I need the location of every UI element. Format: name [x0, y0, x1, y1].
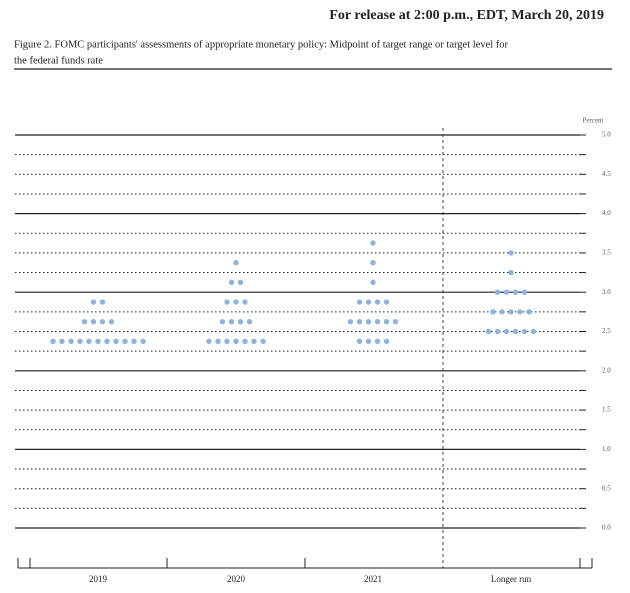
dot [86, 338, 92, 345]
dot [512, 328, 519, 335]
dot [383, 299, 390, 305]
dot [392, 318, 399, 325]
dot [508, 309, 514, 315]
y-tick-label: 4.5 [602, 170, 611, 178]
y-tick-label: 2.5 [602, 327, 611, 335]
x-axis [17, 558, 593, 569]
dot [490, 309, 496, 315]
dot [526, 309, 532, 315]
dot [521, 328, 528, 335]
dot [251, 338, 257, 345]
dot [68, 338, 74, 345]
dot [50, 338, 56, 345]
dot [206, 338, 212, 345]
dot [374, 299, 381, 305]
dot [228, 318, 235, 325]
y-tick-label: 5.0 [602, 131, 611, 139]
y-axis-label: Percent [583, 117, 604, 125]
dot [521, 289, 528, 295]
dot [219, 318, 226, 325]
dot [59, 338, 65, 345]
dot [140, 338, 146, 345]
dot [499, 309, 505, 315]
y-tick-label: 1.0 [602, 445, 611, 453]
dot [242, 338, 248, 345]
dot [99, 299, 106, 305]
y-tick-label: 0.5 [602, 484, 611, 492]
y-tick-label: 3.0 [602, 288, 611, 296]
dot [494, 328, 501, 335]
dot [81, 318, 88, 325]
dot [365, 299, 372, 305]
dot [530, 328, 537, 335]
dot [77, 338, 83, 345]
dot [237, 279, 244, 286]
dot [224, 338, 230, 345]
dot [374, 338, 381, 345]
dot [99, 318, 106, 325]
dot [246, 318, 253, 325]
dot [237, 318, 244, 325]
y-tick-label: 2.0 [602, 366, 611, 374]
dot [233, 338, 239, 345]
x-tick-label: Longer run [491, 574, 532, 584]
dot [370, 279, 376, 286]
chart-title: Figure 2. FOMC participants' assessments… [14, 39, 509, 50]
y-tick-label: 3.5 [602, 249, 611, 257]
y-tick-label: 0.0 [602, 524, 611, 532]
dot [356, 318, 363, 325]
dot [233, 260, 239, 266]
dot [131, 338, 137, 345]
dot [508, 269, 514, 276]
dot [215, 338, 221, 345]
dot [370, 240, 376, 246]
dot [122, 338, 128, 345]
y-tick-label: 1.5 [602, 406, 611, 414]
dot [512, 289, 519, 295]
dot [503, 289, 510, 295]
x-tick-label: 2020 [227, 574, 246, 584]
dot [347, 318, 354, 325]
dot [228, 279, 235, 286]
dot [508, 250, 514, 256]
dot [503, 328, 510, 335]
x-tick-label: 2019 [89, 574, 108, 584]
dot [242, 299, 248, 305]
dot [95, 338, 101, 345]
dot [370, 260, 376, 266]
dot [494, 289, 501, 295]
dot [383, 318, 390, 325]
dot [517, 309, 523, 315]
release-header: For release at 2:00 p.m., EDT, March 20,… [329, 8, 604, 23]
y-tick-label: 4.0 [602, 209, 611, 217]
dot [233, 299, 239, 305]
dot [374, 318, 381, 325]
dot [108, 318, 115, 325]
dot [356, 299, 363, 305]
dot [90, 318, 97, 325]
dot [224, 299, 230, 305]
dot [485, 328, 492, 335]
x-tick-label: 2021 [364, 574, 382, 584]
dot [260, 338, 266, 345]
dot [356, 338, 363, 345]
dot [104, 338, 110, 345]
dot [365, 318, 372, 325]
dot [365, 338, 372, 345]
dot [90, 299, 97, 305]
dot [383, 338, 390, 345]
dot [113, 338, 119, 345]
chart-subtitle: the federal funds rate [14, 55, 103, 66]
